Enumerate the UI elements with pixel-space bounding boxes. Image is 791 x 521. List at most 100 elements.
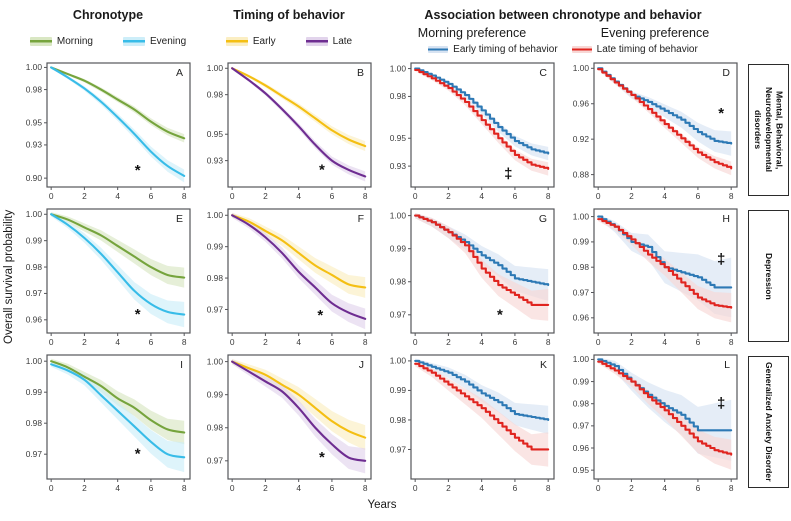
legend-association: Early timing of behavior Late timing of … [380,41,746,58]
y-tick-label: 1.00 [390,210,407,220]
panel-h: 1.00 0.99 0.98 0.97 0.96 0 2 4 6 8 H ‡ [564,204,746,350]
y-tick-label: 0.98 [26,84,43,94]
subheader-morning-preference: Morning preference [417,25,527,40]
early-timing-of-behavior-curve [414,359,550,421]
x-tick-label: 0 [230,337,235,347]
significance-marker: ‡ [504,165,512,182]
morning-ci-band [51,66,185,143]
plot-frame [410,62,555,188]
late-timing-of-behavior-curve [597,360,733,456]
y-tick-label: 0.95 [207,129,224,139]
y-tick-label: 1.00 [26,209,43,219]
x-tick-label: 6 [330,191,335,201]
y-tick-label: 0.99 [390,243,407,253]
y-tick-label: 0.99 [207,389,224,399]
y-tick-label: 0.93 [26,140,43,150]
early-curve [231,67,367,148]
x-tick-label: 4 [479,483,484,493]
y-tick-label: 0.96 [573,443,590,453]
x-tick-label: 4 [115,337,120,347]
y-tick-label: 1.00 [573,354,590,364]
y-tick-label: 1.00 [390,356,407,366]
x-tick-label: 6 [696,337,701,347]
x-tick-label: 8 [729,483,734,493]
y-tick-label: 0.97 [573,421,590,431]
y-tick-label: 0.98 [207,89,224,99]
panel-letter: C [539,67,547,79]
y-tick-label: 0.93 [390,161,407,171]
x-axis-title: Years [367,499,397,511]
y-tick-label: 0.98 [390,415,407,425]
legend-item-late-timing: Late timing of behavior [571,44,698,55]
panel-l: 1.00 0.99 0.98 0.97 0.96 0.95 0 2 4 6 8 L ‡ [564,350,746,496]
y-tick-label: 0.93 [207,155,224,165]
x-tick-label: 0 [230,483,235,493]
survival-plot-l: 1.00 0.99 0.98 0.97 0.96 0.95 0 2 4 6 8 L ‡ [573,354,738,493]
panel-letter: A [176,67,183,79]
panel-letter: H [722,213,730,225]
y-tick-label: 0.97 [390,444,407,454]
plot-frame [593,208,738,334]
panel-letter: F [358,213,364,225]
legend-item-early-timing: Early timing of behavior [428,44,558,55]
late-swatch-icon [305,36,328,46]
x-tick-label: 8 [182,191,187,201]
panel-a: 1.00 0.98 0.95 0.93 0.90 0 2 4 6 8 A * [18,58,198,204]
x-tick-label: 0 [230,191,235,201]
panel-e: 1.00 0.99 0.98 0.97 0.96 0 2 4 6 8 E * [18,204,198,350]
legend-item-early: Early [225,36,276,47]
late-timing-of-behavior-ci-band [415,361,549,467]
x-tick-label: 6 [513,191,518,201]
x-tick-label: 8 [546,483,551,493]
x-tick-label: 8 [729,191,734,201]
late-timing-of-behavior-curve [597,218,733,309]
panel-letter: K [540,359,547,371]
y-tick-label: 1.00 [26,62,43,72]
panel-b: 1.00 0.98 0.95 0.93 0 2 4 6 8 B * [198,58,380,204]
x-tick-label: 4 [662,191,667,201]
y-tick-label: 1.00 [573,211,590,221]
x-tick-label: 0 [413,191,418,201]
x-tick-label: 2 [446,483,451,493]
y-tick-label: 0.96 [26,315,43,325]
evening-curve [50,213,186,316]
column-title-chronotype: Chronotype [72,8,144,22]
x-tick-label: 0 [596,337,601,347]
x-tick-label: 6 [513,483,518,493]
plot-frame [410,208,555,334]
row-label-generalized-anxiety: Generalized Anxiety Disorder [748,356,789,488]
late-curve [231,360,367,462]
legend-label-late: Late [332,35,353,47]
legend-item-evening: Evening [123,36,186,47]
y-tick-label: 0.98 [573,399,590,409]
late-curve [231,67,367,178]
y-tick-label: 1.00 [207,210,224,220]
panel-letter: G [539,213,547,225]
y-tick-label: 0.99 [573,376,590,386]
x-tick-label: 0 [596,191,601,201]
y-tick-label: 1.00 [390,63,407,73]
early-curve [231,214,367,289]
legend-item-late: Late [305,35,353,47]
x-tick-label: 4 [662,483,667,493]
y-tick-label: 0.97 [207,304,224,314]
y-tick-label: 0.97 [390,310,407,320]
x-tick-label: 8 [182,483,187,493]
y-tick-label: 0.99 [26,387,43,397]
panel-k: 1.00 0.99 0.98 0.97 0 2 4 6 8 K [380,350,564,496]
late-timing-of-behavior-curve [414,214,550,306]
subheader-evening-preference: Evening preference [600,25,710,40]
morning-swatch-icon [29,36,52,46]
legend-timing: Early Late [198,24,380,58]
plot-frame [46,62,191,188]
plot-frame [227,354,372,480]
legend-label-evening: Evening [150,35,187,47]
early-ci-band [232,358,366,451]
column-title-association: Association between chronotype and behav… [424,8,702,22]
x-tick-label: 0 [596,483,601,493]
x-tick-label: 2 [82,191,87,201]
x-tick-label: 8 [363,483,368,493]
y-axis-title: Overall survival probability [3,209,15,345]
x-tick-label: 6 [696,191,701,201]
